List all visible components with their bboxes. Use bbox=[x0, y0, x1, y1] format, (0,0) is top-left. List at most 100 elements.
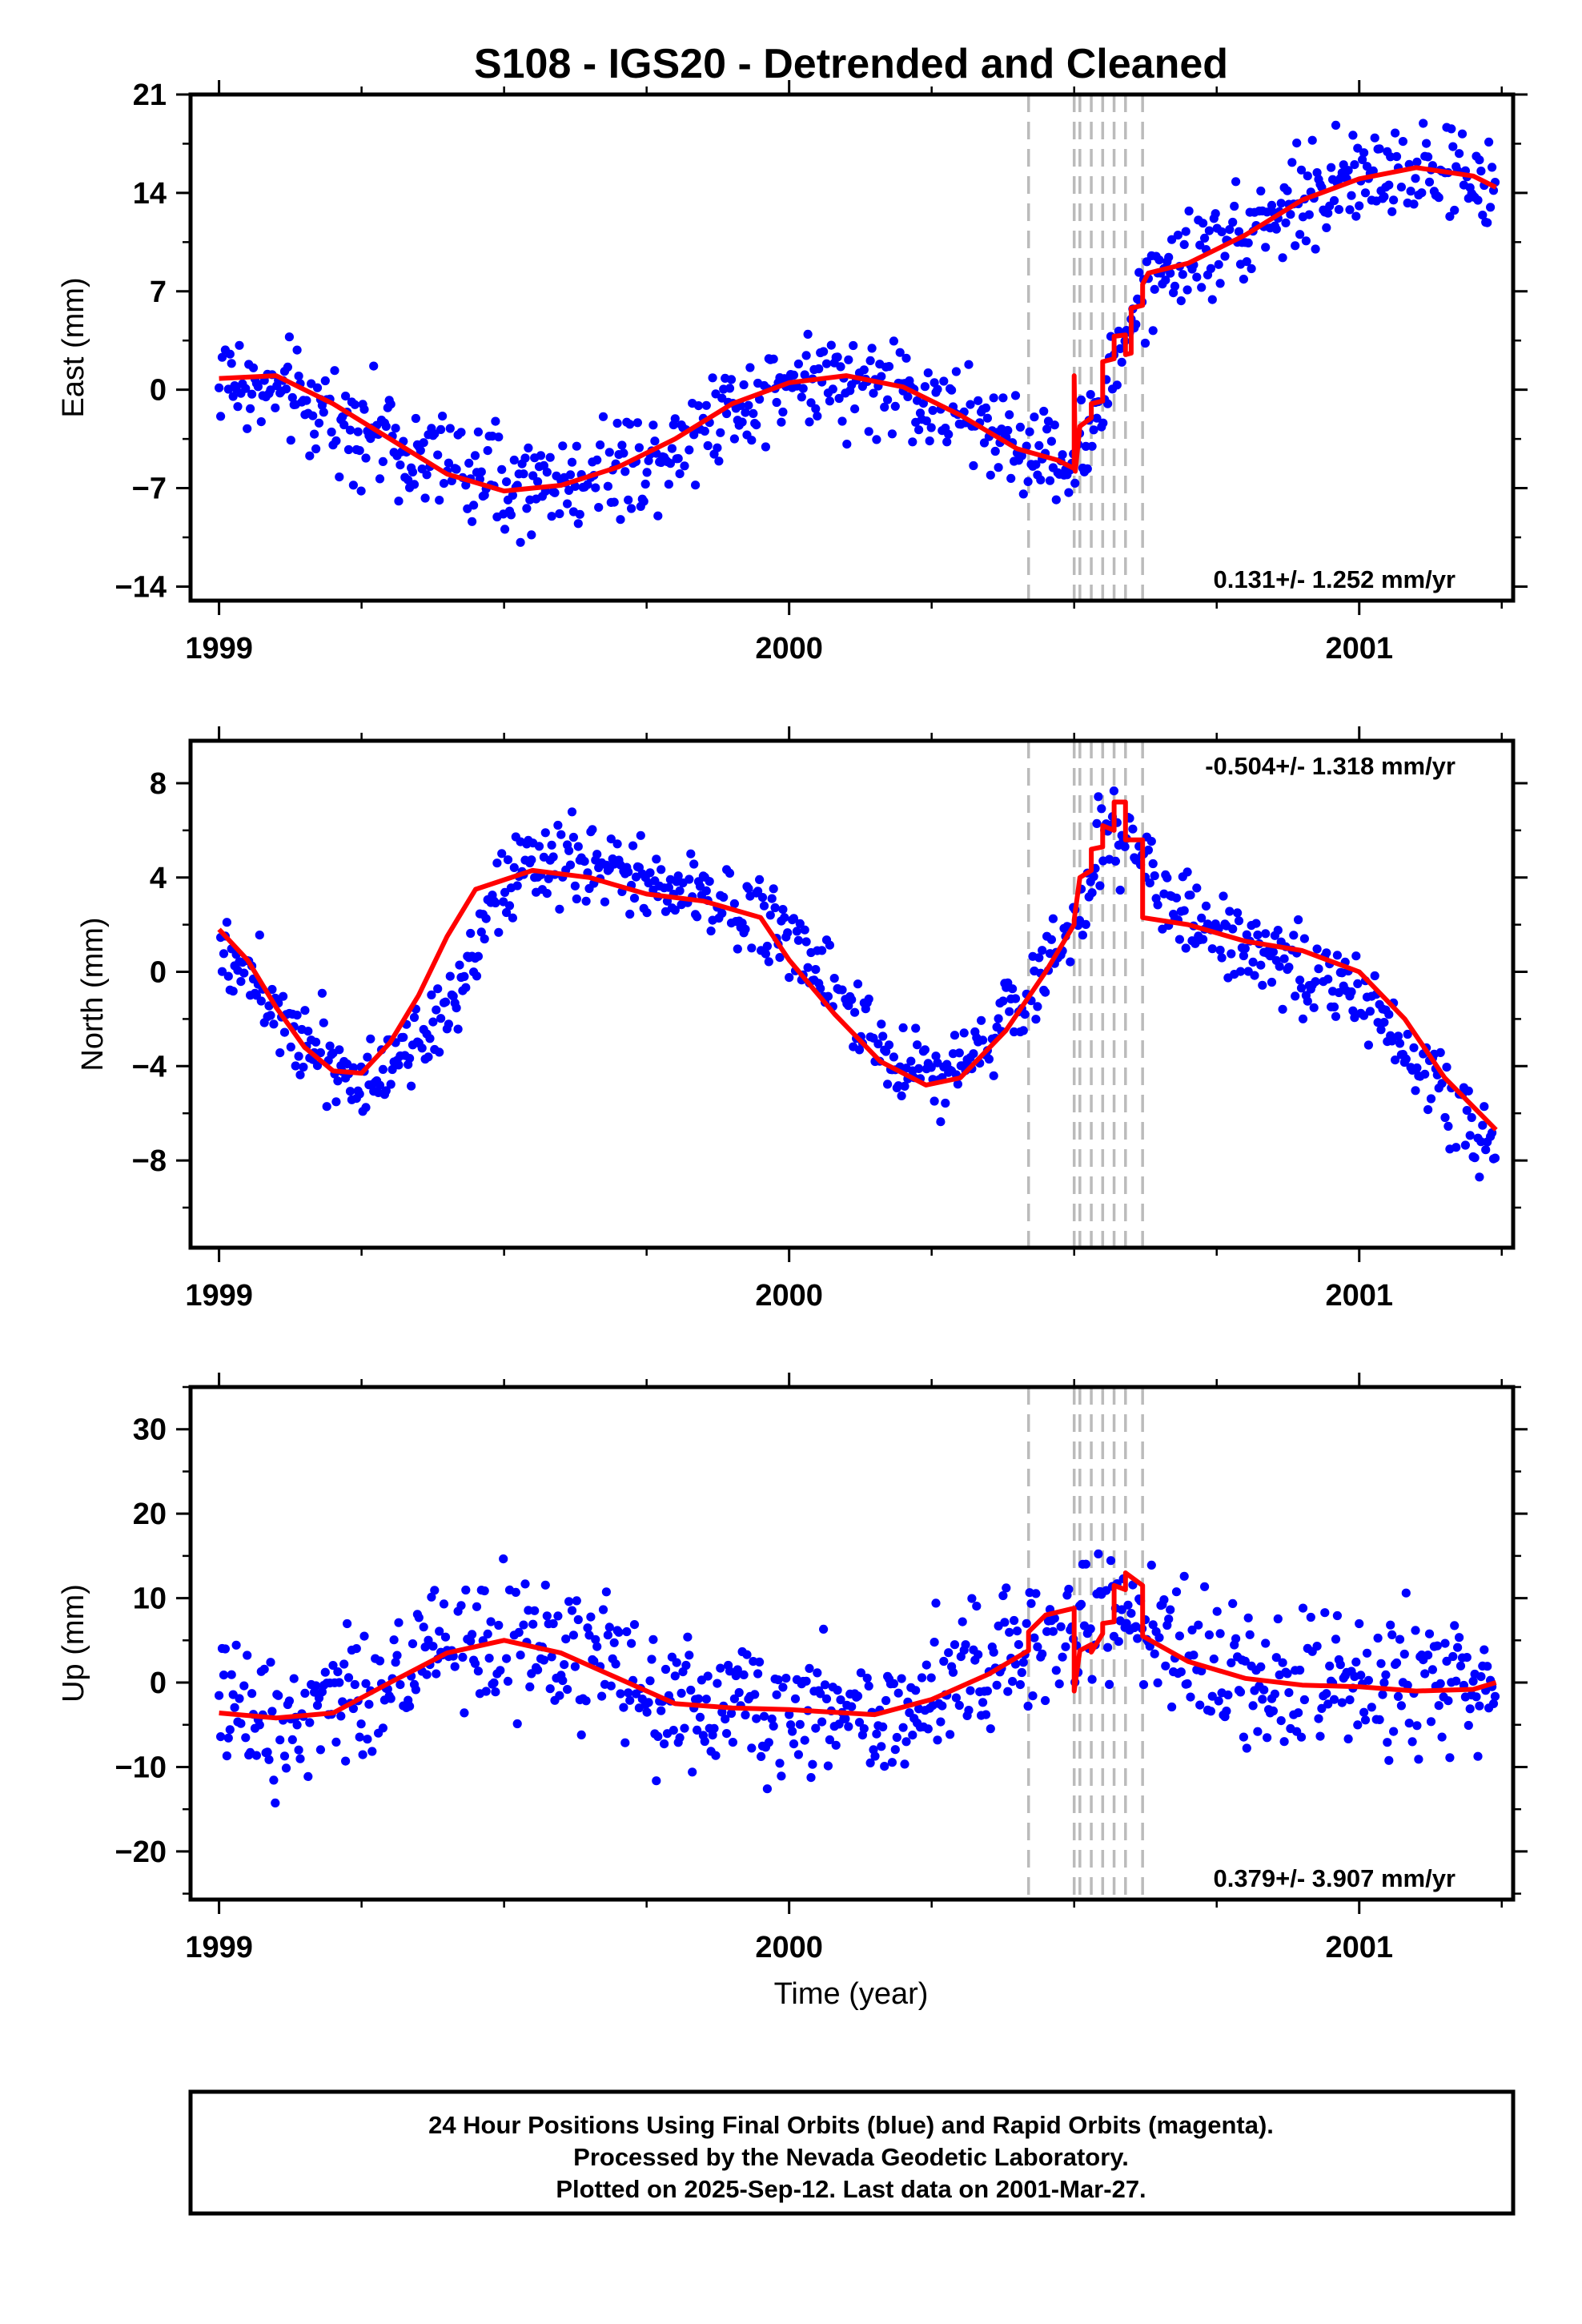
data-point bbox=[1017, 451, 1026, 460]
data-point bbox=[1146, 1560, 1156, 1570]
data-point bbox=[729, 1694, 740, 1703]
y-tick-label: 10 bbox=[133, 1582, 167, 1616]
data-point bbox=[1176, 1667, 1186, 1677]
data-point bbox=[424, 1635, 433, 1645]
data-point bbox=[816, 1689, 825, 1699]
data-point bbox=[900, 1081, 909, 1091]
data-point bbox=[1486, 203, 1496, 212]
data-point bbox=[1445, 211, 1455, 221]
data-point bbox=[1437, 1732, 1447, 1742]
data-point bbox=[785, 973, 794, 983]
data-point bbox=[271, 1798, 280, 1807]
data-point bbox=[430, 1586, 440, 1595]
data-point bbox=[1174, 935, 1184, 944]
data-point bbox=[448, 991, 458, 1001]
data-point bbox=[494, 1620, 504, 1630]
data-point bbox=[533, 1665, 543, 1675]
data-point bbox=[625, 420, 635, 429]
data-point bbox=[652, 854, 661, 864]
data-point bbox=[926, 423, 936, 432]
data-point bbox=[1312, 944, 1322, 954]
data-point bbox=[772, 1690, 781, 1699]
data-point bbox=[225, 1725, 235, 1735]
data-point bbox=[670, 905, 680, 915]
data-point bbox=[944, 429, 954, 440]
data-point bbox=[1042, 1626, 1052, 1636]
data-point bbox=[1315, 1731, 1325, 1741]
data-point bbox=[540, 1580, 550, 1590]
data-point bbox=[453, 1024, 463, 1034]
data-point bbox=[355, 1089, 364, 1099]
data-point bbox=[1365, 1007, 1375, 1016]
data-point bbox=[1187, 1625, 1197, 1634]
data-point bbox=[489, 1678, 499, 1687]
data-point bbox=[819, 347, 829, 356]
data-point bbox=[422, 1670, 432, 1679]
data-point bbox=[356, 486, 366, 496]
data-point bbox=[1186, 1692, 1195, 1702]
data-point bbox=[933, 384, 942, 394]
data-point bbox=[520, 453, 530, 463]
data-point bbox=[312, 383, 323, 392]
data-point bbox=[435, 1047, 444, 1057]
data-point bbox=[1214, 259, 1223, 269]
data-point bbox=[1483, 218, 1492, 227]
data-point bbox=[1134, 267, 1144, 277]
data-point bbox=[1179, 906, 1189, 915]
data-point bbox=[1358, 155, 1367, 164]
data-point bbox=[900, 1759, 909, 1769]
data-point bbox=[335, 1678, 344, 1687]
data-point bbox=[890, 1745, 900, 1755]
data-point bbox=[685, 875, 694, 884]
data-point bbox=[688, 1767, 697, 1777]
data-point bbox=[1440, 1112, 1450, 1123]
data-point bbox=[981, 1710, 991, 1719]
data-point bbox=[1153, 900, 1162, 910]
data-point bbox=[844, 1722, 853, 1731]
data-point bbox=[279, 991, 288, 1001]
data-point bbox=[701, 1695, 711, 1704]
data-point bbox=[1171, 1587, 1182, 1597]
data-point bbox=[264, 1755, 274, 1764]
data-point bbox=[1192, 883, 1202, 893]
data-point bbox=[1171, 893, 1182, 903]
data-point bbox=[808, 1759, 817, 1769]
data-point bbox=[1286, 210, 1295, 219]
data-point bbox=[1228, 1598, 1238, 1608]
data-point bbox=[1295, 230, 1305, 239]
data-point bbox=[470, 451, 480, 460]
data-point bbox=[353, 427, 363, 436]
data-point bbox=[961, 1640, 970, 1650]
data-point bbox=[741, 1710, 750, 1720]
data-point bbox=[392, 1651, 402, 1660]
data-point bbox=[931, 1598, 941, 1608]
data-point bbox=[592, 850, 602, 859]
data-point bbox=[853, 979, 863, 989]
data-point bbox=[872, 1729, 881, 1739]
data-point bbox=[1467, 1112, 1476, 1123]
data-point bbox=[435, 496, 444, 505]
data-point bbox=[1235, 1687, 1246, 1697]
data-point bbox=[1164, 1614, 1174, 1624]
data-point bbox=[721, 1715, 730, 1724]
data-point bbox=[1281, 218, 1291, 227]
data-point bbox=[1164, 252, 1174, 262]
data-point bbox=[1174, 1631, 1184, 1641]
data-point bbox=[939, 376, 949, 386]
data-point bbox=[312, 1700, 323, 1711]
data-point bbox=[440, 997, 451, 1007]
data-point bbox=[1105, 1679, 1114, 1689]
data-point bbox=[555, 1691, 564, 1700]
data-point bbox=[315, 1745, 325, 1755]
data-point bbox=[563, 499, 572, 509]
data-point bbox=[558, 1675, 568, 1686]
data-point bbox=[1048, 1626, 1058, 1636]
data-point bbox=[292, 1720, 302, 1730]
data-point bbox=[491, 898, 500, 908]
data-point bbox=[1051, 1666, 1061, 1675]
data-point bbox=[1273, 926, 1283, 935]
data-point bbox=[1045, 476, 1055, 485]
data-point bbox=[795, 1719, 805, 1729]
data-point bbox=[877, 1019, 886, 1029]
data-point bbox=[1351, 951, 1361, 961]
